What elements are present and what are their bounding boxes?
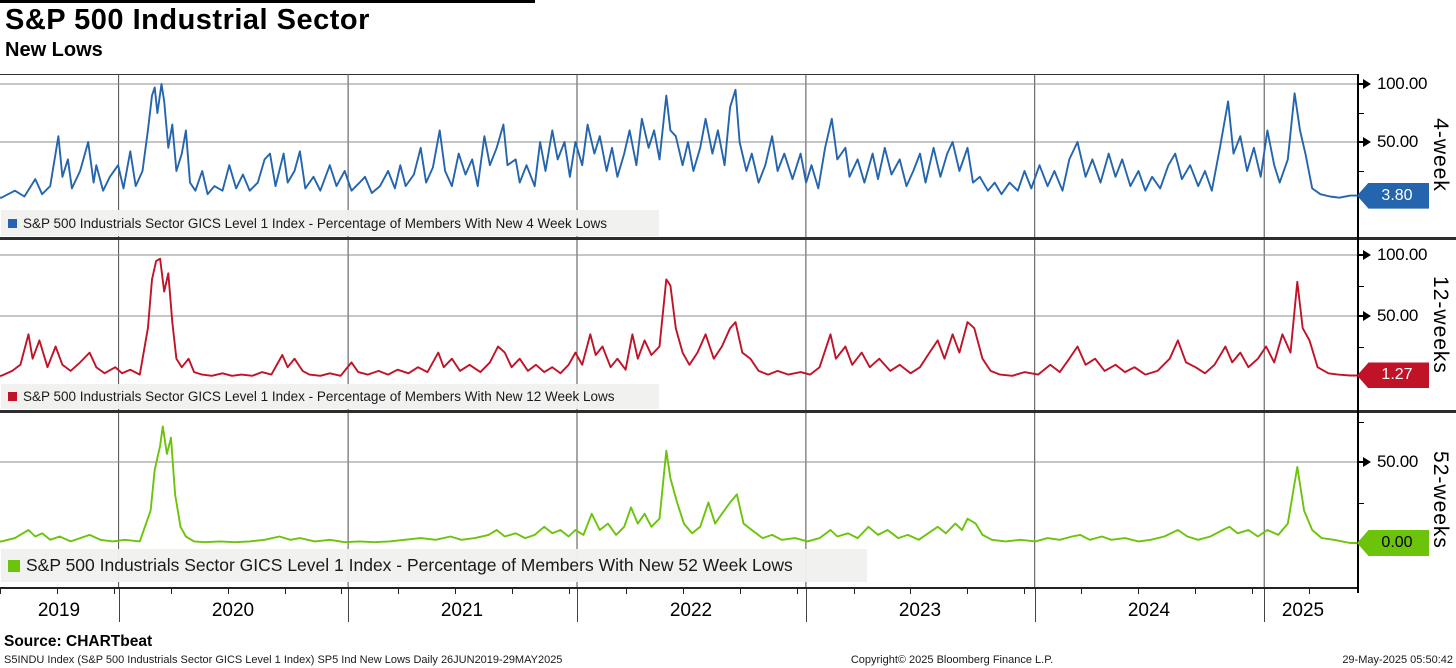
y-axis-tick-label: 50.00 — [1357, 131, 1418, 153]
footer-timestamp: 29-May-2025 05:50:42 — [1342, 654, 1453, 666]
panel-12-week-lows-chart — [0, 240, 1357, 410]
x-axis-minor-tick — [170, 589, 172, 594]
x-axis-year-separator — [1264, 589, 1266, 622]
legend-marker-green — [8, 559, 20, 572]
x-axis-line — [0, 587, 1357, 589]
panel-name-12-weeks: 12-weeks — [1429, 276, 1452, 374]
x-axis-minor-tick — [796, 589, 798, 594]
x-axis-minor-tick — [739, 589, 741, 594]
source-label: Source: CHARTbeat — [4, 633, 153, 650]
x-axis-minor-tick — [1081, 589, 1083, 594]
legend-12-week: S&P 500 Industrials Sector GICS Level 1 … — [1, 384, 659, 409]
x-axis-minor-tick — [227, 589, 229, 594]
y-axis-minor-tick — [1357, 346, 1364, 348]
panel-separator — [0, 237, 1456, 240]
y-axis-minor-tick — [1357, 171, 1364, 172]
y-axis-line — [1357, 74, 1359, 593]
y-axis-minor-tick — [1357, 502, 1364, 504]
y-axis-tick-label: 100.00 — [1357, 73, 1428, 95]
x-axis-year-separator — [118, 589, 120, 622]
panel-name-4-week: 4-week — [1429, 118, 1452, 192]
x-axis-minor-tick — [284, 589, 286, 594]
x-axis-year-separator — [805, 589, 807, 622]
legend-label: S&P 500 Industrials Sector GICS Level 1 … — [23, 215, 608, 231]
panel-separator — [0, 410, 1456, 413]
page-subtitle: New Lows — [5, 39, 103, 61]
x-axis-year-label: 2019 — [37, 600, 81, 621]
x-axis-minor-tick — [853, 589, 855, 594]
x-axis-minor-tick — [682, 589, 684, 594]
x-axis-minor-tick — [56, 589, 58, 594]
x-axis-minor-tick — [113, 589, 115, 594]
last-value-tag-12week: 1.27 — [1357, 362, 1429, 389]
footer-ticker-line: S5INDU Index (S&P 500 Industrials Sector… — [4, 654, 563, 666]
page-title: S&P 500 Industrial Sector — [5, 4, 370, 36]
x-axis-year-label: 2024 — [1127, 600, 1171, 621]
chart-top-border — [0, 74, 1357, 75]
y-axis-minor-tick — [1357, 113, 1364, 114]
x-axis-year-label: 2020 — [211, 600, 255, 621]
x-axis-minor-tick — [1308, 589, 1310, 594]
x-axis-minor-tick — [341, 589, 343, 594]
x-axis-minor-tick — [398, 589, 400, 594]
x-axis-year-label: 2023 — [898, 600, 942, 621]
legend-marker-red — [8, 392, 17, 401]
x-axis-minor-tick — [455, 589, 457, 594]
y-axis-minor-tick — [1357, 421, 1364, 423]
x-axis-minor-tick — [1024, 589, 1026, 594]
x-axis-year-separator — [577, 589, 578, 622]
y-axis-tick-label: 100.00 — [1357, 244, 1428, 266]
x-axis-minor-tick — [569, 589, 570, 594]
x-axis-minor-tick — [1194, 589, 1196, 594]
x-axis-year-label: 2025 — [1281, 600, 1325, 621]
legend-52-week: S&P 500 Industrials Sector GICS Level 1 … — [1, 549, 867, 582]
y-axis-tick-label: 50.00 — [1357, 451, 1418, 473]
x-axis-minor-tick — [625, 589, 627, 594]
x-axis-minor-tick — [512, 589, 514, 594]
x-axis-minor-tick — [910, 589, 912, 594]
x-axis-year-label: 2021 — [440, 600, 484, 621]
last-value-tag-4week: 3.80 — [1357, 182, 1429, 209]
x-axis-minor-tick — [1138, 589, 1139, 594]
panel-name-52-weeks: 52-weeks — [1429, 451, 1452, 549]
x-axis-year-separator — [1034, 589, 1036, 622]
y-axis-tick-label: 50.00 — [1357, 305, 1418, 327]
last-value-tag-52week: 0.00 — [1357, 530, 1429, 556]
panel-4-week-lows-chart — [0, 74, 1357, 237]
x-axis-minor-tick — [967, 589, 969, 594]
legend-label: S&P 500 Industrials Sector GICS Level 1 … — [26, 555, 793, 575]
footer-copyright: Copyright© 2025 Bloomberg Finance L.P. — [850, 654, 1054, 666]
x-axis-year-separator — [348, 589, 350, 622]
x-axis-minor-tick — [1251, 589, 1253, 594]
y-axis-minor-tick — [1357, 285, 1364, 287]
legend-4-week: S&P 500 Industrials Sector GICS Level 1 … — [1, 210, 659, 236]
legend-marker-blue — [8, 218, 17, 228]
x-axis-year-label: 2022 — [669, 600, 713, 621]
x-axis-minor-tick — [0, 589, 1, 594]
legend-label: S&P 500 Industrials Sector GICS Level 1 … — [23, 389, 615, 404]
top-border-line — [0, 0, 535, 3]
